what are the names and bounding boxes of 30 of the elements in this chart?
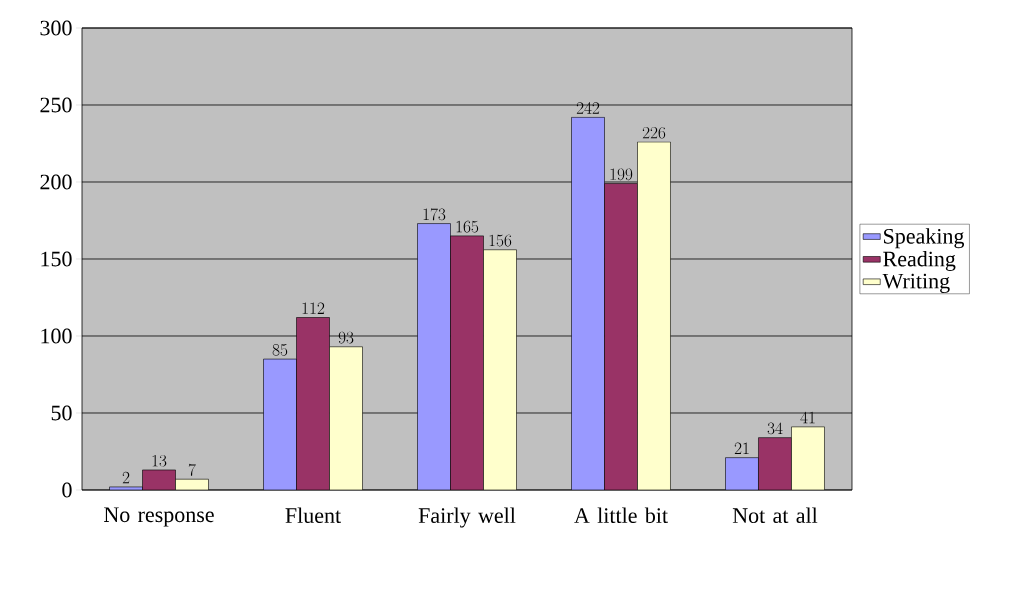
y-tick-label: 250 — [40, 97, 72, 113]
legend-label: Speaking — [884, 228, 965, 249]
data-label: 21 — [734, 442, 749, 455]
y-tick-label: 50 — [51, 405, 72, 421]
data-label: 199 — [610, 168, 633, 181]
data-label: 156 — [489, 234, 512, 247]
y-tick-label: 150 — [41, 251, 72, 267]
x-tick-label: A little bit — [574, 507, 668, 523]
data-label: 226 — [642, 126, 666, 139]
y-tick-label: 0 — [62, 482, 72, 498]
data-label: 7 — [188, 463, 196, 476]
y-tick-label: 300 — [40, 20, 72, 36]
data-label: 112 — [302, 302, 325, 314]
data-label: 13 — [152, 454, 167, 467]
data-label: 2 — [122, 471, 130, 484]
data-label: 165 — [456, 220, 479, 233]
data-label: 93 — [338, 331, 354, 344]
legend-label: Reading — [883, 250, 956, 271]
y-tick-label: 100 — [41, 328, 72, 344]
legend-label: Writing — [882, 273, 950, 294]
x-tick-label: Not at all — [732, 507, 818, 523]
data-label: 242 — [576, 102, 600, 114]
x-tick-label: Fairly well — [418, 507, 516, 528]
data-label: 34 — [767, 422, 783, 435]
data-label: 85 — [272, 344, 288, 356]
x-tick-label: No response — [104, 507, 214, 527]
data-label: 41 — [800, 411, 815, 424]
x-tick-label: Fluent — [285, 507, 341, 523]
y-tick-label: 200 — [40, 174, 72, 190]
data-label: 173 — [423, 208, 446, 221]
